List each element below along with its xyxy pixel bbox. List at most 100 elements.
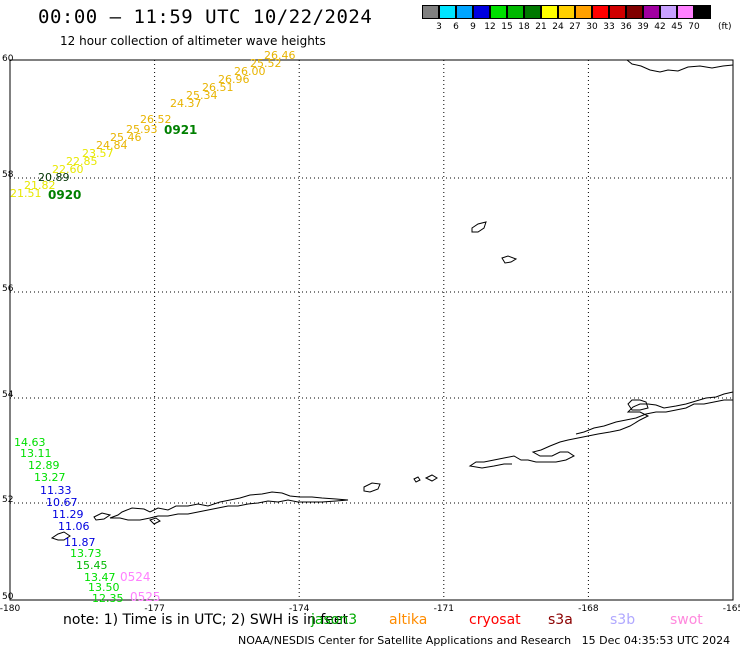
legend-s3a: s3a: [548, 612, 573, 628]
coastline: [50, 59, 734, 541]
longitude-label: -168: [578, 604, 599, 614]
color-scale-tick: 70: [688, 22, 700, 32]
wave-height-label: 20.89: [38, 171, 70, 184]
color-scale-swatch: [422, 5, 439, 19]
wave-height-label: 26.51: [202, 81, 234, 94]
islet-a: [413, 476, 421, 483]
color-scale-tick: 24: [552, 22, 564, 32]
latitude-label: 60: [2, 54, 14, 64]
wave-height-label: 11.33: [40, 484, 72, 497]
andreanof-islands: [109, 491, 349, 521]
wave-height-label: 25.52: [250, 57, 282, 70]
longitude-label: -165: [723, 604, 740, 614]
color-scale-tick: 36: [620, 22, 632, 32]
color-scale-swatch: [507, 5, 524, 19]
color-scale-swatch: [575, 5, 592, 19]
legend-jason3: jason3: [311, 612, 358, 628]
color-scale-swatch: [558, 5, 575, 19]
wave-height-label: 12.89: [28, 459, 60, 472]
generated-timestamp: 15 Dec 04:35:53 UTC 2024: [581, 634, 731, 647]
color-scale-tick: 27: [569, 22, 581, 32]
islet-b: [149, 517, 161, 525]
legend-s3b: s3b: [610, 612, 636, 628]
wave-height-label: 14.63: [14, 436, 46, 449]
alaska-peninsula-tip: [575, 399, 733, 435]
wave-height-label: 21.82: [24, 179, 56, 192]
color-scale-tick: 39: [637, 22, 649, 32]
track-id-0920: 0920: [48, 188, 81, 202]
legend-swot: swot: [670, 612, 703, 628]
amchitka-island: [93, 512, 112, 521]
map-title: 00:00 – 11:59 UTC 10/22/2024: [38, 6, 373, 28]
wave-height-label: 25.46: [110, 131, 142, 144]
wave-height-label: 13.27: [34, 471, 66, 484]
color-scale-tick: 30: [586, 22, 598, 32]
wave-height-label: 11.87: [64, 536, 96, 549]
latitude-label: 56: [2, 284, 14, 294]
lat-lon-grid: [10, 60, 733, 600]
color-scale-swatch: [660, 5, 677, 19]
color-scale-swatch: [609, 5, 626, 19]
map-frame: [9, 59, 734, 601]
wave-height-label: 26.46: [264, 49, 296, 62]
color-scale-tick: 18: [518, 22, 530, 32]
color-scale-swatch: [626, 5, 643, 19]
track-id-0525: 0525: [130, 590, 161, 604]
islands-of-four-mountains: [424, 474, 438, 482]
pribilof-st-paul: [471, 221, 487, 233]
map-subtitle: 12 hour collection of altimeter wave hei…: [60, 34, 326, 48]
footer-note: note: 1) Time is in UTC; 2) SWH is in fe…: [63, 612, 349, 628]
credit-text: NOAA/NESDIS Center for Satellite Applica…: [238, 634, 572, 647]
altimeter-tracks: 0920 0921 0524 0525 21.5121.8220.8922.60…: [10, 49, 296, 605]
wave-height-label: 25.93: [126, 123, 158, 136]
color-scale-swatch: [524, 5, 541, 19]
color-scale-tick: 45: [671, 22, 683, 32]
wave-height-label: 13.73: [70, 547, 102, 560]
footer-credit: NOAA/NESDIS Center for Satellite Applica…: [238, 634, 730, 647]
color-scale-swatch: [490, 5, 507, 19]
wave-height-label: 11.29: [52, 508, 84, 521]
color-scale-swatch: [592, 5, 609, 19]
latitude-label: 50: [2, 592, 14, 602]
color-scale-swatch: [541, 5, 558, 19]
color-scale-tick: 12: [484, 22, 496, 32]
latitude-label: 54: [2, 390, 14, 400]
wave-height-label: 24.37: [170, 97, 202, 110]
latitude-label: 58: [2, 170, 14, 180]
alaska-peninsula-south-coast: [468, 391, 734, 469]
longitude-label: -180: [0, 604, 20, 614]
wave-height-label: 26.00: [234, 65, 266, 78]
wave-height-label: 26.96: [218, 73, 250, 86]
wave-height-label: 24.84: [96, 139, 128, 152]
longitude-label: -171: [434, 604, 454, 614]
rat-islands: [50, 531, 71, 541]
axis-labels: -180 -177 -174 -171 -168 -165 60 58 56 54 52 50: [0, 54, 740, 614]
wave-height-label: 26.52: [140, 113, 172, 126]
color-scale-swatch: [694, 5, 711, 19]
color-scale-tick: 9: [470, 22, 476, 32]
color-scale-tick: 6: [453, 22, 459, 32]
wave-height-label: 13.50: [88, 581, 120, 594]
legend-cryosat: cryosat: [469, 612, 521, 628]
wave-height-label: 25.34: [186, 89, 218, 102]
alaska-peninsula-coast: [626, 59, 734, 73]
color-scale-swatch: [677, 5, 694, 19]
color-scale-tick: 21: [535, 22, 547, 32]
color-scale-swatch: [473, 5, 490, 19]
color-scale-swatch: [439, 5, 456, 19]
fox-islands: [363, 482, 381, 493]
wave-height-label: 10.67: [46, 496, 78, 509]
wave-height-label: 23.57: [82, 147, 114, 160]
color-scale-tick: 42: [654, 22, 666, 32]
unimak-island: [627, 399, 649, 411]
wave-height-label: 12.35: [92, 592, 124, 605]
wave-height-label: 13.11: [20, 447, 52, 460]
pribilof-st-george: [501, 255, 518, 264]
latitude-label: 52: [2, 495, 13, 505]
color-scale-tick: 33: [603, 22, 615, 32]
color-scale-swatch: [643, 5, 660, 19]
track-id-0921: 0921: [164, 123, 197, 137]
wave-height-label: 22.60: [52, 163, 84, 176]
wave-height-label: 22.85: [66, 155, 98, 168]
